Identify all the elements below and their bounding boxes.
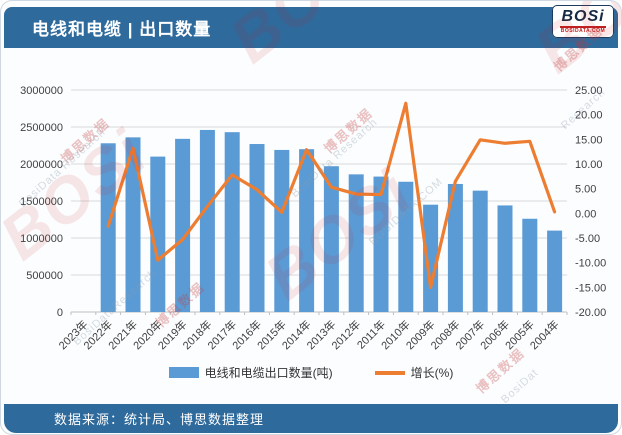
header-bar: 电线和电缆 | 出口数量 <box>4 7 618 48</box>
bar-2017年 <box>224 132 240 312</box>
bosi-logo: BOSi BOSIDATA.COM <box>552 5 614 38</box>
legend-item-bar: 电线和电缆出口数量(吨) <box>168 364 333 381</box>
y-axis-left-label: 3000000 <box>20 85 63 97</box>
y-axis-right-label: -10.00 <box>575 258 606 270</box>
y-axis-right-label: 15.00 <box>575 134 603 146</box>
data-source-text: 数据来源：统计局、博思数据整理 <box>54 412 265 427</box>
bar-2019年 <box>175 138 191 312</box>
bar-2013年 <box>323 166 339 312</box>
bar-2020年 <box>150 156 166 312</box>
y-axis-right-label: 10.00 <box>575 159 603 171</box>
logo-word: BOSi <box>561 8 605 25</box>
bar-2016年 <box>249 144 265 312</box>
bar-2015年 <box>274 149 290 312</box>
bar-2018年 <box>199 129 215 312</box>
y-axis-left-label: 2000000 <box>20 159 63 171</box>
bar-2009年 <box>423 204 439 312</box>
legend: 电线和电缆出口数量(吨) 增长(%) <box>1 364 621 381</box>
bar-2005年 <box>522 218 538 312</box>
legend-line-swatch <box>374 370 405 375</box>
y-axis-right-label: -15.00 <box>575 282 606 294</box>
y-axis-left-label: 1000000 <box>20 233 63 245</box>
legend-bar-swatch <box>168 367 199 378</box>
y-axis-right-label: 25.00 <box>575 85 603 97</box>
y-axis-left-label: 2500000 <box>20 122 63 134</box>
y-axis-right-label: 5.00 <box>575 184 596 196</box>
y-axis-right-label: 20.00 <box>575 110 603 122</box>
bar-2014年 <box>299 149 315 312</box>
y-axis-right-label: -5.00 <box>575 233 600 245</box>
y-axis-left-label: 500000 <box>26 270 63 282</box>
page-title: 电线和电缆 | 出口数量 <box>32 20 212 39</box>
y-axis-left-label: 1500000 <box>20 196 63 208</box>
legend-item-line: 增长(%) <box>374 364 454 381</box>
y-axis-right-label: 0.00 <box>575 208 596 220</box>
bar-2011年 <box>373 176 389 312</box>
legend-line-label: 增长(%) <box>410 366 454 380</box>
y-axis-right-label: -20.00 <box>575 307 606 319</box>
bar-2006年 <box>497 205 513 312</box>
legend-bar-label: 电线和电缆出口数量(吨) <box>204 366 333 380</box>
footer-bar: 数据来源：统计局、博思数据整理 <box>4 404 618 433</box>
growth-line <box>106 101 557 289</box>
bar-2008年 <box>447 183 463 312</box>
bar-2007年 <box>472 190 488 312</box>
bar-2004年 <box>547 230 563 312</box>
y-axis-left-label: 0 <box>57 307 63 319</box>
bar-2021年 <box>125 137 141 312</box>
logo-site: BOSIDATA.COM <box>560 28 606 34</box>
bar-2012年 <box>348 174 364 312</box>
logo-rule <box>560 26 606 28</box>
bar-2010年 <box>398 181 414 312</box>
